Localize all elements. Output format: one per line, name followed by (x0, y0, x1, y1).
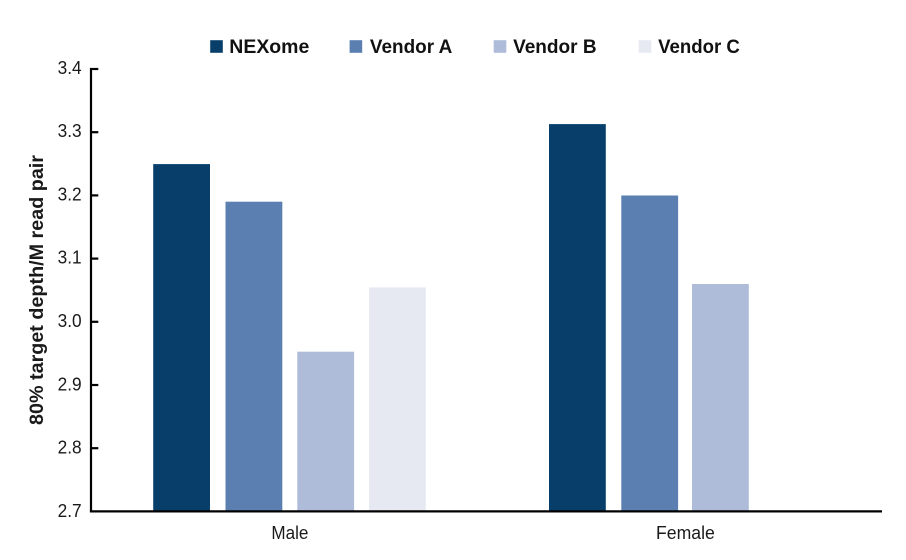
svg-text:2.7: 2.7 (58, 501, 82, 521)
svg-text:3.0: 3.0 (58, 311, 82, 331)
svg-text:3.2: 3.2 (58, 184, 82, 204)
svg-text:Vendor A: Vendor A (370, 36, 452, 58)
svg-text:80% target depth/M read pair: 80% target depth/M read pair (26, 155, 48, 425)
svg-text:3.1: 3.1 (58, 248, 82, 268)
svg-text:3.4: 3.4 (58, 58, 82, 78)
svg-text:Vendor C: Vendor C (658, 36, 740, 58)
svg-text:Vendor B: Vendor B (513, 36, 597, 58)
svg-text:3.3: 3.3 (58, 121, 82, 141)
svg-text:2.9: 2.9 (58, 374, 82, 394)
svg-text:NEXome: NEXome (229, 36, 309, 58)
svg-text:2.8: 2.8 (58, 438, 82, 458)
svg-text:Female: Female (656, 523, 715, 543)
svg-text:Male: Male (271, 523, 308, 543)
